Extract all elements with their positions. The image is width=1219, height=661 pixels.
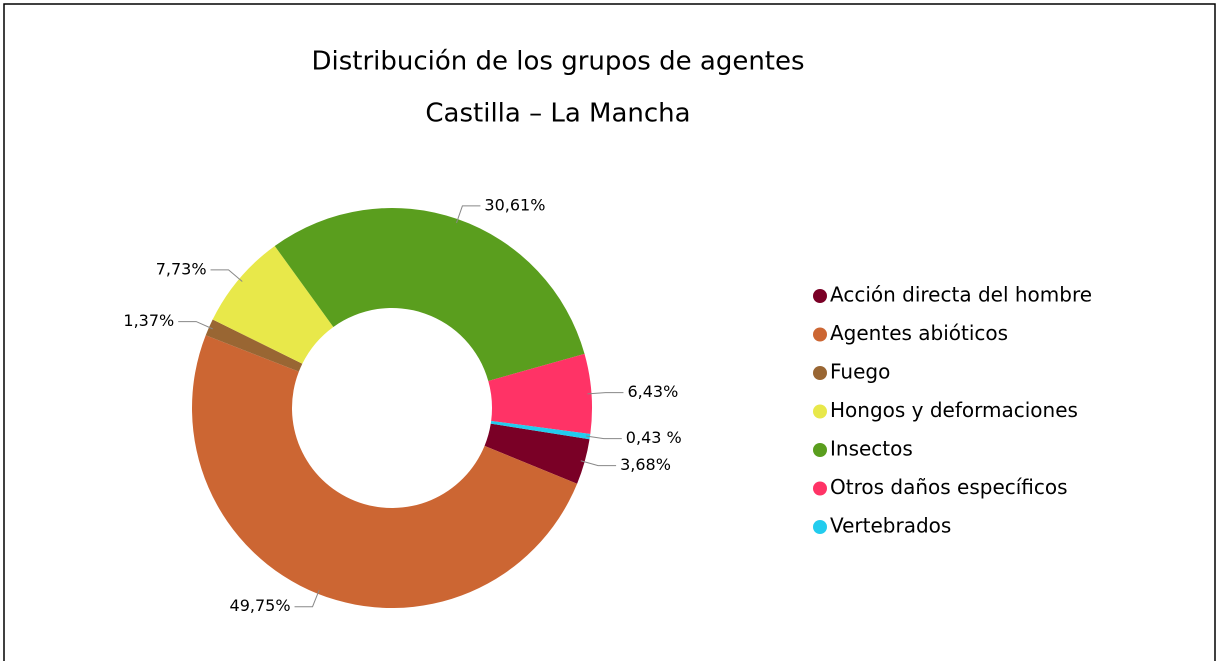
slice (490, 420, 591, 440)
leader-line (456, 205, 481, 224)
data-label: 6,43% (627, 382, 678, 401)
legend-label: Fuego (830, 360, 890, 384)
data-label: 30,61% (484, 195, 545, 214)
chart-subtitle: Castilla – La Mancha (425, 99, 690, 129)
leader-line (294, 589, 320, 608)
leader-line (587, 392, 624, 395)
leader-line (210, 269, 243, 282)
slice (488, 353, 593, 434)
legend-label: Vertebrados (830, 514, 951, 538)
legend-label: Insectos (830, 437, 913, 461)
slice (274, 207, 585, 381)
legend-label: Agentes abióticos (830, 321, 1008, 345)
legend-marker (813, 481, 827, 496)
slice (192, 335, 578, 608)
slice (484, 423, 590, 484)
data-label: 0,43 % (626, 428, 682, 447)
legend-marker (813, 366, 827, 380)
legend-marker (813, 289, 827, 303)
legend-label: Acción directa del hombre (830, 283, 1092, 307)
legend-marker (813, 443, 827, 457)
legend-marker (813, 327, 827, 342)
slice (212, 245, 334, 364)
data-label: 7,73% (156, 259, 207, 278)
frame (3, 3, 1216, 661)
chart-title: Distribución de los grupos de agentes (311, 47, 804, 77)
data-label: 49,75% (230, 596, 291, 615)
leader-line (585, 435, 622, 440)
legend-label: Hongos y deformaciones (830, 398, 1078, 422)
legend-label: Otros daños específicos (830, 475, 1068, 499)
data-label: 1,37% (123, 311, 174, 330)
legend-marker (813, 404, 827, 419)
leader-line (580, 460, 617, 467)
slice (205, 319, 303, 372)
legend-marker (813, 520, 827, 534)
data-label: 3,68% (620, 455, 671, 474)
leader-line (178, 321, 213, 330)
